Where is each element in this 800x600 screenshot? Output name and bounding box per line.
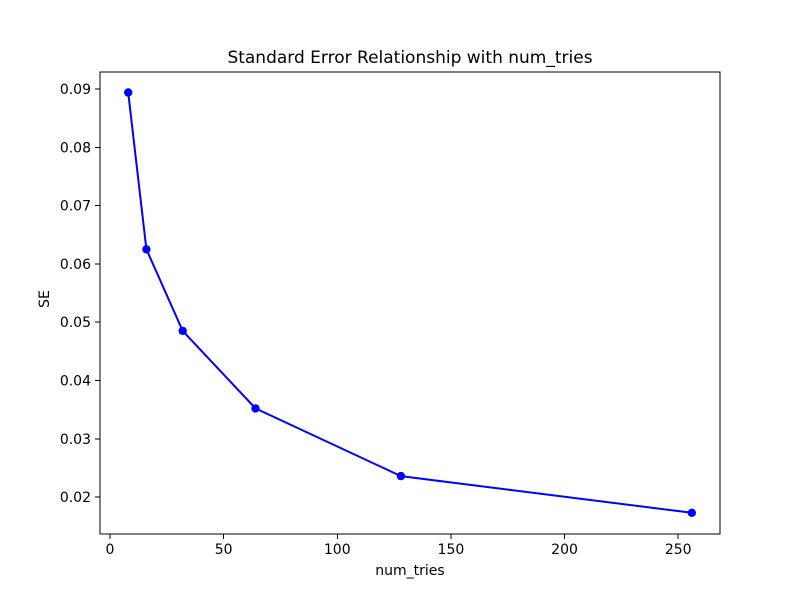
y-tick-label: 0.06 [60, 257, 91, 273]
x-tick-label: 200 [551, 542, 578, 558]
y-tick-label: 0.02 [60, 490, 91, 506]
y-tick-label: 0.07 [60, 199, 91, 215]
x-tick-label: 250 [665, 542, 692, 558]
y-axis-label: SE [37, 290, 53, 308]
x-tick-label: 0 [106, 542, 115, 558]
data-series [124, 88, 696, 517]
data-point [396, 471, 406, 481]
data-point [687, 508, 696, 517]
y-tick-label: 0.05 [60, 315, 91, 331]
axis-ticks: 0 50 100 150 200 250 0.02 0.03 0.04 0.05 0.06 0.07 0… [60, 82, 692, 558]
y-tick-label: 0.04 [60, 373, 91, 389]
data-point [142, 245, 151, 254]
data-point [124, 88, 133, 97]
plot-frame [99, 71, 721, 535]
y-tick-label: 0.09 [60, 82, 91, 98]
x-tick-label: 150 [438, 542, 465, 558]
x-axis-label: num_tries [375, 563, 444, 579]
y-tick-label: 0.03 [60, 432, 91, 448]
chart-title: Standard Error Relationship with num_tri… [227, 48, 592, 68]
x-tick-label: 50 [215, 542, 233, 558]
x-tick-label: 100 [324, 542, 351, 558]
data-point [251, 404, 260, 413]
y-tick-label: 0.08 [60, 140, 91, 156]
series-line [127, 91, 693, 514]
data-point [178, 326, 187, 336]
